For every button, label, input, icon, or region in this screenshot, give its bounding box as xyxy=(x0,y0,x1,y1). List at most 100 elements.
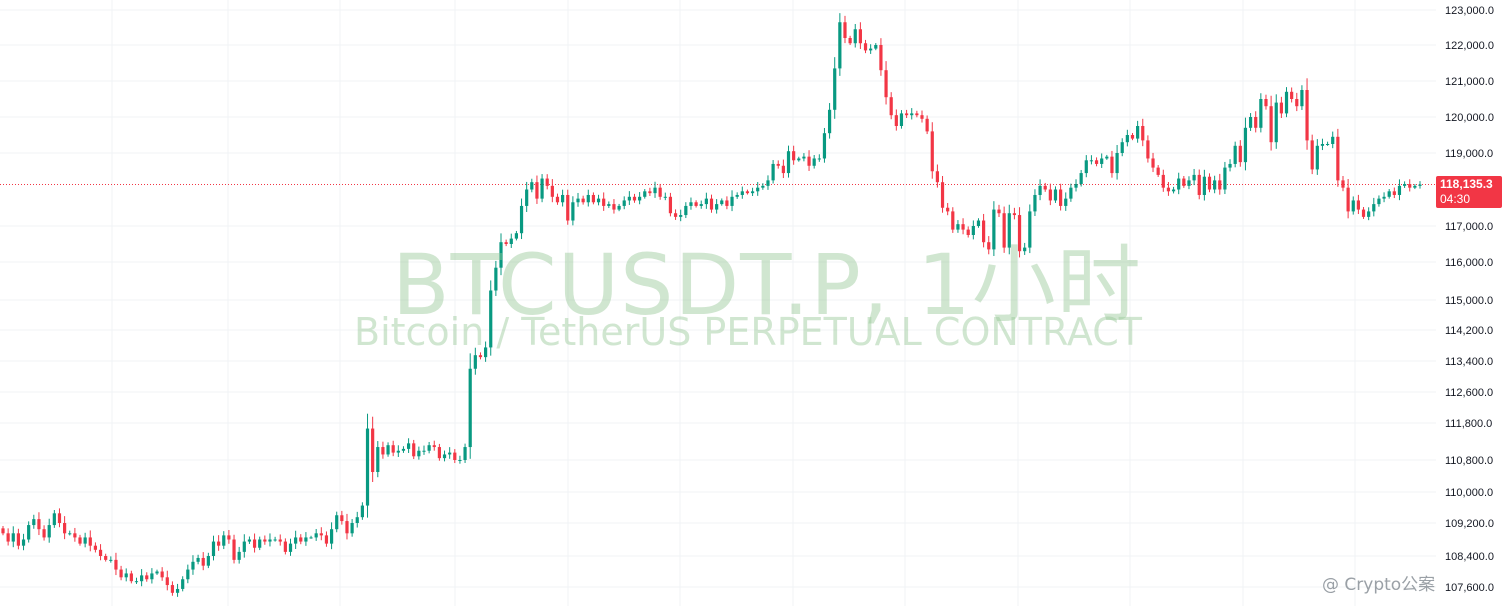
candle-body[interactable] xyxy=(1336,136,1340,181)
candle-body[interactable] xyxy=(730,196,734,206)
candle-body[interactable] xyxy=(484,347,488,358)
candle-body[interactable] xyxy=(458,460,462,461)
candle-body[interactable] xyxy=(684,205,688,216)
candle-body[interactable] xyxy=(1310,140,1314,170)
candle-body[interactable] xyxy=(1171,189,1176,192)
candle-body[interactable] xyxy=(1320,144,1325,146)
candle-body[interactable] xyxy=(781,165,785,174)
candle-body[interactable] xyxy=(653,187,657,194)
candle-body[interactable] xyxy=(966,229,970,235)
candle-body[interactable] xyxy=(422,450,426,452)
candle-body[interactable] xyxy=(1305,90,1309,141)
candle-body[interactable] xyxy=(376,447,380,472)
candle-body[interactable] xyxy=(1284,91,1289,114)
candle-body[interactable] xyxy=(545,178,549,186)
candle-body[interactable] xyxy=(1120,142,1124,153)
candle-body[interactable] xyxy=(432,445,436,448)
candle-body[interactable] xyxy=(1207,176,1212,190)
candle-body[interactable] xyxy=(73,533,77,538)
candle-body[interactable] xyxy=(78,537,82,544)
candle-body[interactable] xyxy=(1007,213,1011,248)
candle-body[interactable] xyxy=(1356,200,1360,210)
candle-body[interactable] xyxy=(1367,211,1371,217)
candle-body[interactable] xyxy=(576,198,580,203)
candle-body[interactable] xyxy=(57,513,62,523)
candle-body[interactable] xyxy=(1079,173,1083,185)
candle-body[interactable] xyxy=(1387,191,1391,197)
candle-body[interactable] xyxy=(627,196,631,201)
candle-body[interactable] xyxy=(406,443,411,449)
candle-body[interactable] xyxy=(155,571,159,574)
candle-body[interactable] xyxy=(1392,191,1396,195)
candle-body[interactable] xyxy=(1192,174,1196,181)
candle-body[interactable] xyxy=(869,48,873,51)
candle-body[interactable] xyxy=(150,573,154,580)
candle-body[interactable] xyxy=(1218,180,1222,190)
candle-body[interactable] xyxy=(442,454,447,459)
candle-body[interactable] xyxy=(134,581,139,583)
candle-body[interactable] xyxy=(1125,135,1129,143)
candle-body[interactable] xyxy=(478,355,483,358)
candle-body[interactable] xyxy=(1290,91,1294,99)
candle-body[interactable] xyxy=(848,38,852,44)
candle-body[interactable] xyxy=(571,202,575,221)
candle-body[interactable] xyxy=(822,133,827,159)
candle-body[interactable] xyxy=(561,194,565,203)
candle-body[interactable] xyxy=(1264,99,1268,107)
candle-body[interactable] xyxy=(1269,106,1273,143)
candle-body[interactable] xyxy=(920,115,924,119)
candle-body[interactable] xyxy=(1069,187,1073,199)
candle-body[interactable] xyxy=(519,205,524,234)
candle-body[interactable] xyxy=(1028,211,1032,248)
candle-body[interactable] xyxy=(1233,145,1237,164)
candle-body[interactable] xyxy=(1351,200,1355,212)
candle-body[interactable] xyxy=(27,525,31,540)
candle-body[interactable] xyxy=(47,525,51,538)
candle-body[interactable] xyxy=(304,537,308,542)
candle-body[interactable] xyxy=(761,185,765,188)
candle-body[interactable] xyxy=(11,533,15,542)
candle-body[interactable] xyxy=(638,196,642,201)
candle-body[interactable] xyxy=(1197,174,1201,195)
candle-body[interactable] xyxy=(68,533,72,535)
candle-body[interactable] xyxy=(1361,209,1366,217)
candle-body[interactable] xyxy=(263,539,267,542)
candle-body[interactable] xyxy=(16,533,21,546)
candle-body[interactable] xyxy=(992,209,996,250)
candle-body[interactable] xyxy=(340,515,344,522)
candle-body[interactable] xyxy=(237,551,241,560)
candle-body[interactable] xyxy=(1105,156,1109,159)
candle-body[interactable] xyxy=(602,198,606,206)
candle-body[interactable] xyxy=(309,537,313,539)
candle-body[interactable] xyxy=(288,543,293,552)
candle-body[interactable] xyxy=(617,205,621,210)
candle-body[interactable] xyxy=(956,224,960,230)
candle-body[interactable] xyxy=(915,113,919,116)
candle-body[interactable] xyxy=(1238,145,1242,163)
candle-body[interactable] xyxy=(1002,213,1006,248)
candle-body[interactable] xyxy=(1243,127,1248,163)
candle-body[interactable] xyxy=(83,537,87,544)
candle-body[interactable] xyxy=(124,573,128,578)
candle-body[interactable] xyxy=(345,521,349,534)
candle-body[interactable] xyxy=(104,556,108,560)
candle-body[interactable] xyxy=(355,517,359,523)
candle-body[interactable] xyxy=(704,198,708,205)
candle-body[interactable] xyxy=(319,533,323,536)
candle-body[interactable] xyxy=(88,537,92,546)
candle-body[interactable] xyxy=(412,443,416,457)
candle-body[interactable] xyxy=(1146,140,1150,159)
candle-body[interactable] xyxy=(42,529,46,538)
candle-body[interactable] xyxy=(971,226,975,235)
candle-body[interactable] xyxy=(63,523,67,534)
candle-body[interactable] xyxy=(699,204,703,206)
candle-body[interactable] xyxy=(1100,158,1104,164)
candle-body[interactable] xyxy=(494,267,498,291)
candle-body[interactable] xyxy=(1130,135,1135,139)
candle-body[interactable] xyxy=(720,200,724,205)
candle-body[interactable] xyxy=(1408,184,1412,188)
candle-body[interactable] xyxy=(1382,196,1386,199)
candle-body[interactable] xyxy=(1346,187,1350,212)
candle-body[interactable] xyxy=(1182,178,1186,186)
candle-body[interactable] xyxy=(32,519,36,526)
